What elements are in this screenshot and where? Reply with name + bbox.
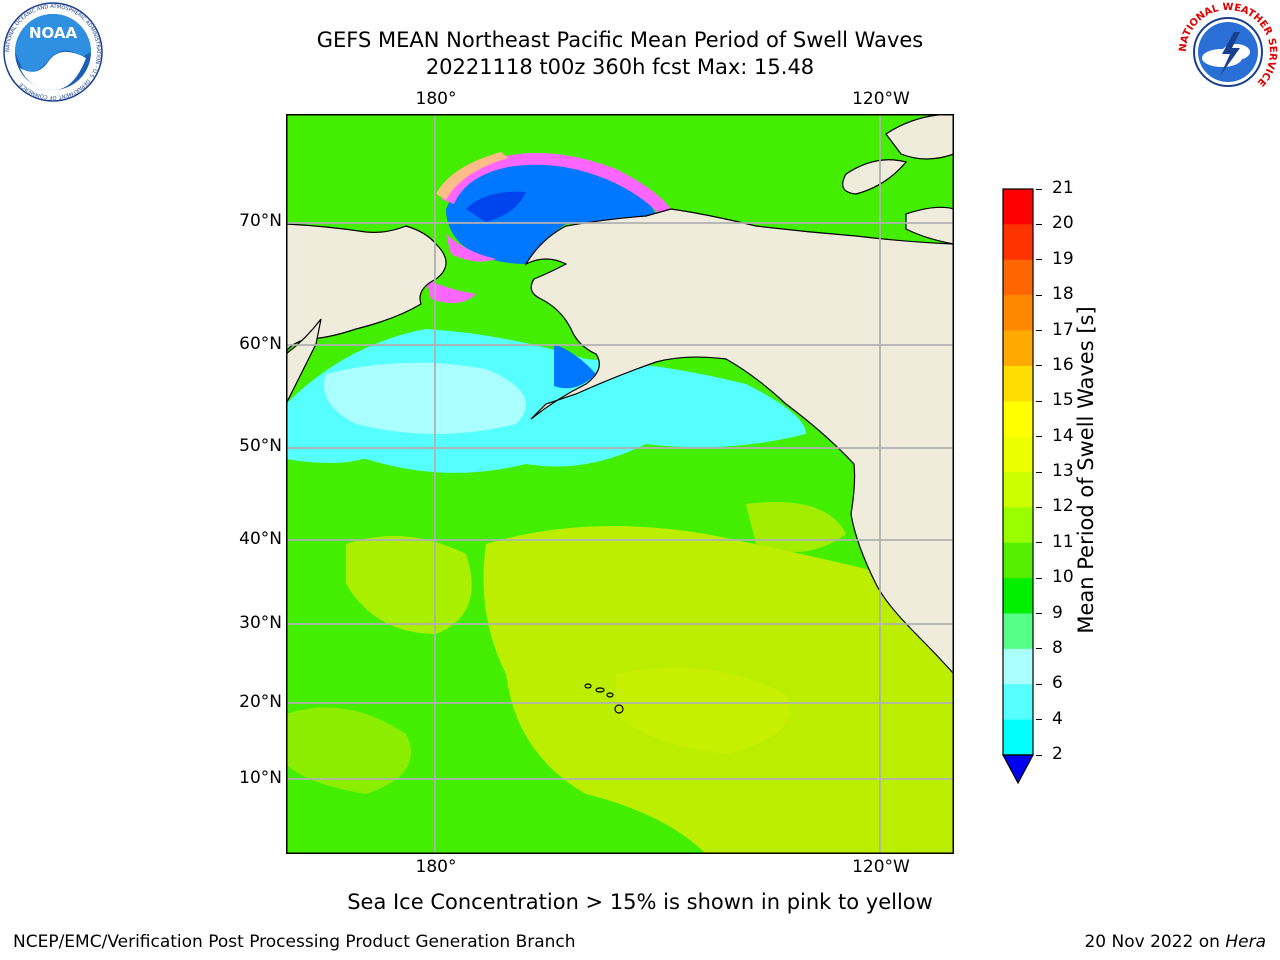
- noaa-logo-text: NOAA: [29, 24, 78, 42]
- colorbar-label: Mean Period of Swell Waves [s]: [1074, 306, 1098, 634]
- colorbar-frame: [1002, 188, 1034, 756]
- colorbar-extend-triangle: [1001, 754, 1035, 785]
- colorbar-tick-label: 4: [1052, 708, 1063, 729]
- colorbar-tick-mark: [1036, 471, 1042, 473]
- sea-ice-edge: [441, 152, 671, 216]
- colorbar-tick-label: 19: [1052, 248, 1074, 269]
- colorbar-tick-label: 6: [1052, 673, 1063, 694]
- colorbar-tick-mark: [1036, 613, 1042, 614]
- colorbar-segment: [1003, 259, 1033, 296]
- colorbar-segment: [1003, 401, 1033, 438]
- colorbar-tick-label: 21: [1052, 178, 1074, 198]
- colorbar-tick-label: 2: [1052, 744, 1063, 764]
- colorbar-segment: [1003, 330, 1033, 367]
- colorbar-tick-mark: [1036, 400, 1042, 402]
- colorbar-segment: [1003, 472, 1033, 508]
- colorbar-tick-label: 20: [1052, 213, 1074, 234]
- colorbar-tick-mark: [1036, 365, 1042, 367]
- nws-logo: NATIONAL WEATHER SERVICE: [1178, 2, 1278, 102]
- colorbar-tick-label: 17: [1052, 319, 1074, 340]
- colorbar-segment: [1003, 542, 1033, 579]
- colorbar-segment: [1003, 189, 1033, 225]
- colorbar-tick-label: 15: [1052, 390, 1074, 411]
- colorbar-tick-mark: [1036, 436, 1042, 438]
- lat-label-40n: 40°N: [239, 529, 282, 549]
- colorbar-tick-mark: [1036, 683, 1042, 685]
- colorbar-tick-label: 13: [1052, 461, 1074, 481]
- map-frame: [286, 114, 954, 854]
- colorbar-segment: [1003, 295, 1033, 331]
- footer-host: Hera: [1225, 932, 1266, 952]
- footer-date-text: 20 Nov 2022 on: [1084, 932, 1226, 952]
- lon-label-top-120w: 120°W: [852, 89, 910, 109]
- lat-label-60n: 60°N: [239, 334, 282, 354]
- noaa-logo: NOAA NATIONAL OCEANIC AND ATMOSPHERIC AD…: [2, 2, 104, 102]
- colorbar-tick-label: 14: [1052, 425, 1074, 446]
- arctic-blue-area: [446, 160, 656, 264]
- colorbar-tick-label: 9: [1052, 602, 1063, 623]
- colorbar-tick-label: 8: [1052, 637, 1063, 658]
- colorbar-tick-mark: [1036, 259, 1042, 261]
- lat-label-70n: 70°N: [239, 211, 282, 231]
- colorbar-tick-mark: [1036, 542, 1042, 544]
- colorbar-tick-mark: [1036, 506, 1042, 508]
- title-line-2: 20221118 t00z 360h fcst Max: 15.48: [425, 55, 815, 79]
- colorbar-tick-mark: [1036, 330, 1042, 331]
- colorbar-segment: [1003, 436, 1033, 473]
- footer-date: 20 Nov 2022 on Hera: [1084, 932, 1266, 952]
- colorbar-tick-label: 10: [1052, 567, 1074, 588]
- map-gridlines: [286, 114, 954, 854]
- lat-label-10n: 10°N: [239, 768, 282, 788]
- colorbar-tick-label: 16: [1052, 354, 1074, 375]
- lon-label-bottom-120w: 120°W: [852, 857, 910, 877]
- colorbar-tick-mark: [1036, 294, 1042, 296]
- colorbar-tick-mark: [1036, 754, 1042, 756]
- title-line-1: GEFS MEAN Northeast Pacific Mean Period …: [316, 28, 924, 52]
- colorbar-tick-label: 12: [1052, 496, 1074, 517]
- colorbar-tick-mark: [1036, 223, 1042, 225]
- footer-branch: NCEP/EMC/Verification Post Processing Pr…: [13, 932, 576, 952]
- sea-ice-caption: Sea Ice Concentration > 15% is shown in …: [347, 890, 933, 914]
- colorbar-tick-label: 11: [1052, 531, 1074, 552]
- colorbar: [1000, 186, 1036, 786]
- colorbar-segment: [1003, 719, 1033, 756]
- map-panel: [285, 113, 955, 854]
- colorbar-segment: [1003, 224, 1033, 261]
- lon-label-bottom-180: 180°: [415, 857, 457, 877]
- colorbar-segment: [1003, 648, 1033, 685]
- colorbar-tick-mark: [1036, 577, 1042, 579]
- map-svg: [285, 113, 955, 854]
- colorbar-segment: [1003, 578, 1033, 614]
- colorbar-segment: [1003, 365, 1033, 402]
- lat-label-20n: 20°N: [239, 692, 282, 712]
- colorbar-segment: [1003, 507, 1033, 544]
- lon-label-top-180: 180°: [415, 89, 457, 109]
- hawaii-islands: [584, 683, 624, 714]
- colorbar-tick-mark: [1036, 648, 1042, 650]
- colorbar-tick-label: 18: [1052, 284, 1074, 305]
- land-arctic-island: [842, 159, 908, 195]
- lat-label-50n: 50°N: [239, 436, 282, 456]
- lat-label-30n: 30°N: [239, 613, 282, 633]
- colorbar-tick-mark: [1036, 719, 1042, 721]
- colorbar-segment: [1003, 613, 1033, 650]
- colorbar-segment: [1003, 684, 1033, 721]
- colorbar-tick-mark: [1036, 188, 1042, 190]
